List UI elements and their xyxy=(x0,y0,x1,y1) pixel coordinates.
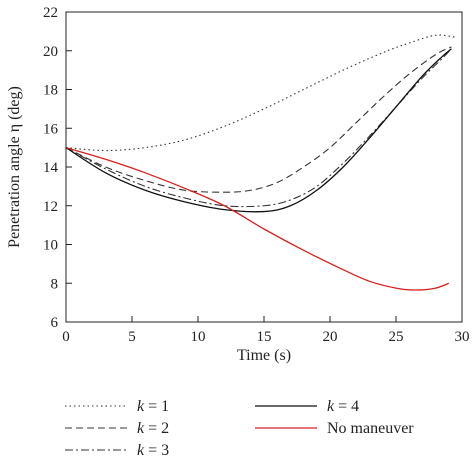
y-tick-label: 8 xyxy=(51,276,59,292)
plot-area xyxy=(65,34,456,291)
x-tick-label: 30 xyxy=(455,329,470,345)
y-tick-label: 6 xyxy=(51,315,59,331)
axes: 0 5 10 15 20 25 30 6 8 10 12 14 16 18 20 22 xyxy=(43,5,470,345)
legend-label: k = 2 xyxy=(137,420,169,437)
series-line-2 xyxy=(65,46,452,193)
legend-label: k = 3 xyxy=(137,442,169,459)
y-tick-label: 10 xyxy=(43,238,58,254)
legend-label: k = 4 xyxy=(327,398,359,415)
plot-frame xyxy=(65,11,463,323)
x-tick-label: 20 xyxy=(323,329,338,345)
y-tick-label: 16 xyxy=(43,121,59,137)
x-axis-label: Time (s) xyxy=(237,347,291,364)
y-tick-label: 14 xyxy=(43,160,59,176)
legend: k = 1 k = 2 k = 3 k = 4 No maneuver xyxy=(65,398,414,459)
y-axis-label: Penetration angle η (deg) xyxy=(6,86,23,248)
y-tick-label: 12 xyxy=(43,199,58,215)
y-tick-label: 22 xyxy=(43,5,58,21)
x-tick-label: 15 xyxy=(257,329,272,345)
y-tick-label: 20 xyxy=(43,44,58,60)
x-tick-label: 0 xyxy=(62,329,70,345)
x-tick-label: 25 xyxy=(389,329,404,345)
x-tick-label: 5 xyxy=(128,329,136,345)
series-line-4 xyxy=(65,48,452,213)
series-line-1 xyxy=(65,34,456,152)
legend-label: No maneuver xyxy=(327,420,414,437)
y-tick-label: 18 xyxy=(43,83,58,99)
legend-label: k = 1 xyxy=(137,398,169,415)
series-line-3 xyxy=(65,48,452,208)
series-line-5 xyxy=(65,147,450,291)
x-tick-label: 10 xyxy=(191,329,206,345)
